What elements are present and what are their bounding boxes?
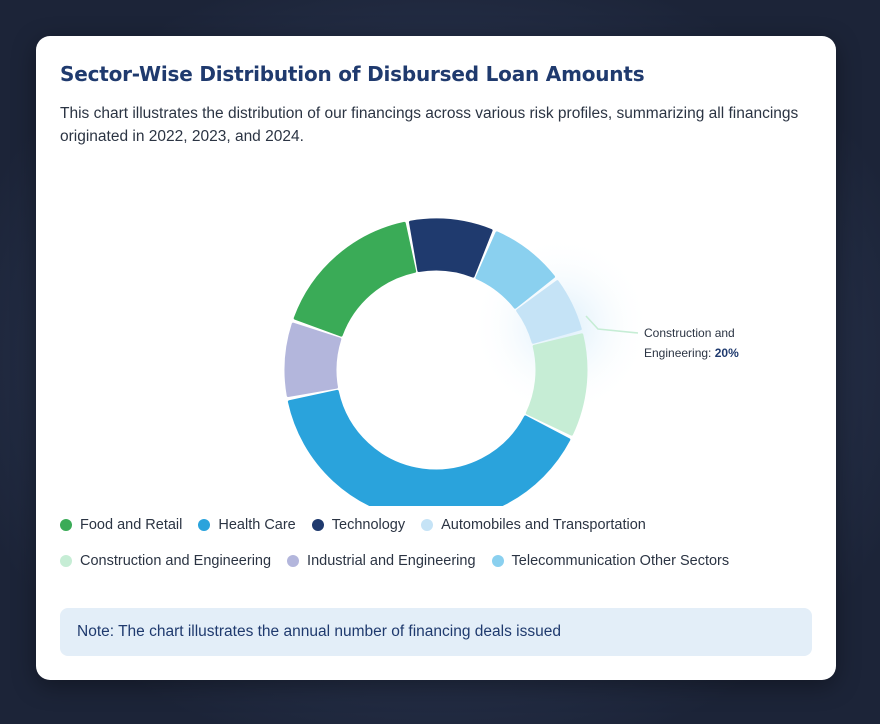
slice-industrial-and-engineering[interactable] [284, 322, 342, 398]
slice-food-and-retail[interactable] [293, 221, 417, 337]
legend-item-automobiles-and-transportation[interactable]: Automobiles and Transportation [421, 514, 646, 535]
legend-dot [311, 518, 324, 531]
highlight-callout: Construction and Engineering: 20% [644, 323, 804, 363]
chart-card: Sector-Wise Distribution of Disbursed Lo… [36, 36, 836, 680]
callout-leader-line [585, 315, 639, 334]
legend-dot [287, 554, 300, 567]
legend-label: Technology [331, 516, 406, 533]
donut-chart [284, 218, 651, 506]
legend-label: Construction and Engineering [80, 552, 272, 569]
legend-dot [60, 518, 72, 531]
legend-item-construction-and-engineering[interactable]: Construction and Engineering [60, 550, 271, 571]
callout-value: 20% [714, 346, 739, 360]
chart-title: Sector-Wise Distribution of Disbursed Lo… [60, 62, 645, 86]
slice-technology[interactable] [408, 218, 493, 278]
legend-label: Industrial and Engineering [307, 552, 476, 569]
legend-label: Health Care [218, 516, 296, 533]
legend-label: Food and Retail [80, 516, 183, 533]
slice-automobiles-and-transportation[interactable] [516, 280, 582, 344]
legend-dot [491, 554, 504, 567]
legend-item-food-and-retail[interactable]: Food and Retail [60, 514, 182, 535]
slice-health-care[interactable] [287, 389, 571, 506]
chart-note: Note: The chart illustrates the annual n… [60, 608, 812, 656]
chart-description: This chart illustrates the distribution … [60, 105, 799, 145]
legend-dot [198, 518, 211, 531]
legend-item-technology[interactable]: Technology [311, 514, 406, 535]
legend-item-telecommunication-other-sectors[interactable]: Telecommunication Other Sectors [491, 550, 730, 571]
legend-dot [421, 518, 434, 531]
callout-label: Construction and Engineering: [644, 326, 735, 360]
legend-item-industrial-and-engineering[interactable]: Industrial and Engineering [287, 550, 476, 571]
legend-dot [60, 554, 72, 567]
donut-slices [284, 218, 588, 506]
slice-telecommunication-other-sectors[interactable] [475, 231, 555, 309]
chart-legend: Food and Retail Health Care Technology Auto… [60, 514, 800, 571]
legend-label: Telecommunication Other Sectors [511, 552, 730, 569]
legend-label: Automobiles and Transportation [441, 516, 646, 533]
slice-construction-and-engineering[interactable] [525, 333, 588, 436]
legend-item-health-care[interactable]: Health Care [198, 514, 296, 535]
